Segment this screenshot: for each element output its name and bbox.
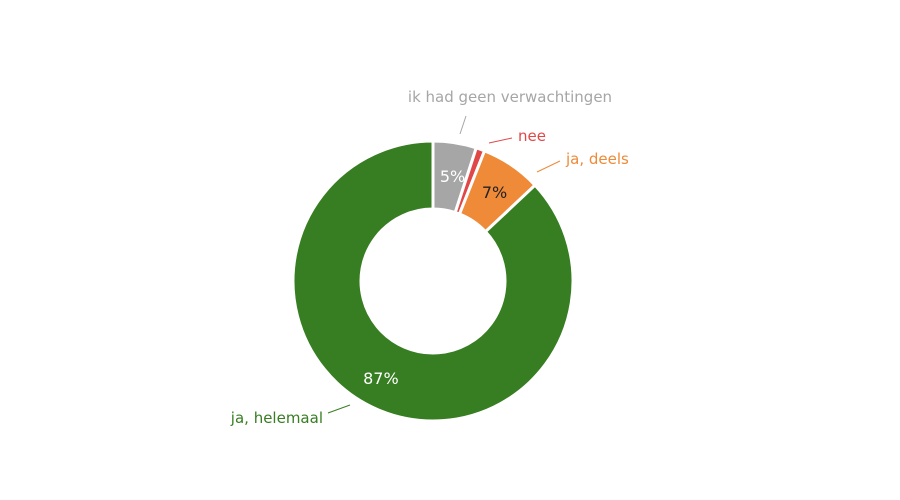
value-label-ja-helemaal: 87%: [363, 369, 399, 388]
value-label-ja-deels: 7%: [482, 183, 507, 202]
slice-ja-helemaal: [291, 139, 575, 423]
leader-line-nee: [488, 137, 513, 144]
category-label-nee: nee: [518, 127, 546, 145]
category-label-ik-had-geen-verwachtingen: ik had geen verwachtingen: [408, 88, 612, 106]
leader-line-ja-deels: [536, 160, 561, 173]
leader-line-ja-helemaal: [327, 404, 351, 414]
category-label-ja-helemaal: ja, helemaal: [230, 409, 323, 427]
leader-line-ik-had-geen-verwachtingen: [459, 115, 467, 135]
category-label-ja-deels: ja, deels: [565, 150, 629, 168]
value-label-ik-had-geen-verwachtingen: 5%: [440, 167, 465, 186]
